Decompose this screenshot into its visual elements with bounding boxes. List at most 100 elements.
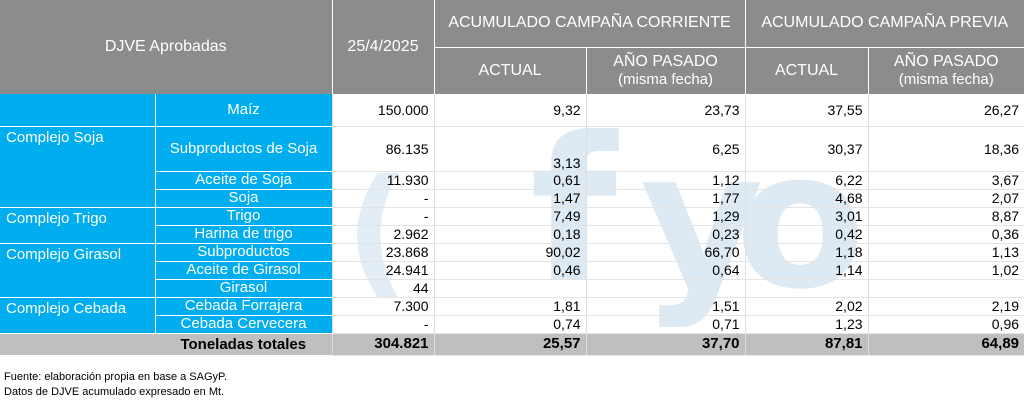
- totals-current-last-year: 37,70: [585, 333, 746, 356]
- previous-last-year-value: 1,13: [867, 243, 1024, 262]
- previous-campaign-header: ACUMULADO CAMPAÑA PREVIA: [744, 0, 1024, 47]
- product-label: Trigo: [154, 207, 333, 226]
- group-label-text: Complejo Trigo: [6, 209, 107, 227]
- table-row: Cebada Cervecera - 0,74 0,71 1,23 0,96: [0, 315, 1024, 334]
- product-label: Subproductos de Soja: [154, 126, 333, 172]
- previous-actual-value: 30,37: [744, 126, 869, 172]
- current-last-year-value: 66,70: [585, 243, 746, 262]
- previous-last-year-value: 1,02: [867, 261, 1024, 280]
- product-label: Cebada Forrajera: [154, 297, 333, 316]
- header-row-1: DJVE Aprobadas 25/4/2025 ACUMULADO CAMPA…: [0, 0, 1024, 94]
- group-label: Complejo Cebada: [0, 297, 155, 334]
- date-value: -: [331, 315, 435, 334]
- previous-last-year-value: 0,96: [867, 315, 1024, 334]
- previous-last-year-value: [867, 279, 1024, 298]
- current-last-year-value: 0,71: [585, 315, 746, 334]
- date-value: 44: [331, 279, 435, 298]
- previous-actual-value: [744, 279, 869, 298]
- current-last-year-value: 0,64: [585, 261, 746, 280]
- previous-actual-value: 1,23: [744, 315, 869, 334]
- current-actual-value: 1,47: [433, 189, 587, 208]
- last-year-line1: AÑO PASADO: [893, 53, 999, 71]
- totals-previous-last-year: 64,89: [867, 333, 1024, 356]
- table-row: Harina de trigo 2.962 0,18 0,23 0,42 0,3…: [0, 225, 1024, 244]
- previous-last-year-value: 8,87: [867, 207, 1024, 226]
- group-label: Complejo Trigo: [0, 207, 155, 244]
- product-label: Aceite de Girasol: [154, 261, 333, 280]
- group-label-text: Complejo Soja: [6, 128, 104, 146]
- previous-actual-value: 1,18: [744, 243, 869, 262]
- header-row-2: ACTUAL AÑO PASADO (misma fecha) ACTUAL A…: [0, 46, 1024, 94]
- units-note: Datos de DJVE acumulado expresado en Mt.: [4, 386, 225, 398]
- totals-label: Toneladas totales: [155, 333, 333, 355]
- previous-actual-value: 3,01: [744, 207, 869, 226]
- totals-previous-actual: 87,81: [744, 333, 869, 356]
- group-label-text: Complejo Girasol: [6, 245, 122, 263]
- totals-current-actual: 25,57: [433, 333, 587, 356]
- totals-blank-cell: [0, 333, 155, 355]
- current-actual-header: ACTUAL: [433, 46, 587, 94]
- current-actual-value: 0,18: [433, 225, 587, 244]
- table-row: Complejo Cebada Cebada Forrajera 7.300 1…: [0, 297, 1024, 334]
- current-actual-value: 90,02: [433, 243, 587, 262]
- last-year-line2: (misma fecha): [898, 71, 994, 89]
- date-header: 25/4/2025: [331, 0, 435, 94]
- current-last-year-value: 23,73: [585, 94, 746, 127]
- current-actual-value: 7,49: [433, 207, 587, 226]
- table-row: Maíz 150.000 9,32 23,73 37,55 26,27: [0, 94, 1024, 127]
- date-value: 23.868: [331, 243, 435, 262]
- product-label: Cebada Cervecera: [154, 315, 333, 334]
- previous-actual-value: 6,22: [744, 171, 869, 190]
- current-last-year-value: 1,29: [585, 207, 746, 226]
- previous-actual-value: 0,42: [744, 225, 869, 244]
- totals-row: Toneladas totales 304.821 25,57 37,70 87…: [0, 333, 1024, 356]
- current-last-year-value: [585, 279, 746, 298]
- group-label: Complejo Soja: [0, 126, 155, 208]
- current-actual-value: 0,74: [433, 315, 587, 334]
- current-actual-value: 9,32: [433, 94, 587, 127]
- table-row: Soja - 1,47 1,77 4,68 2,07: [0, 189, 1024, 208]
- product-label: Subproductos: [154, 243, 333, 262]
- previous-last-year-value: 18,36: [867, 126, 1024, 172]
- group-cell-empty: [0, 94, 155, 127]
- current-last-year-value: 6,25: [585, 126, 746, 172]
- table-title: DJVE Aprobadas: [0, 0, 333, 94]
- table-row: Complejo Soja Subproductos de Soja 86.13…: [0, 126, 1024, 208]
- previous-last-year-value: 26,27: [867, 94, 1024, 127]
- date-value: 11.930: [331, 171, 435, 190]
- group-label-text: Complejo Cebada: [6, 299, 127, 317]
- product-label: Aceite de Soja: [154, 171, 333, 190]
- table-row: Aceite de Soja 11.930 0,61 1,12 6,22 3,6…: [0, 171, 1024, 190]
- last-year-line2: (misma fecha): [618, 71, 714, 89]
- current-last-year-value: 1,12: [585, 171, 746, 190]
- current-last-year-value: 1,51: [585, 297, 746, 316]
- date-value: 24.941: [331, 261, 435, 280]
- product-label: Soja: [154, 189, 333, 208]
- previous-last-year-value: 2,19: [867, 297, 1024, 316]
- current-campaign-header: ACUMULADO CAMPAÑA CORRIENTE: [433, 0, 746, 47]
- previous-last-year-value: 0,36: [867, 225, 1024, 244]
- product-label: Maíz: [154, 94, 333, 127]
- table-row: Girasol 44: [0, 279, 1024, 298]
- totals-date-value: 304.821: [331, 333, 435, 356]
- previous-actual-value: 2,02: [744, 297, 869, 316]
- date-value: -: [331, 207, 435, 226]
- djve-table: DJVE Aprobadas 25/4/2025 ACUMULADO CAMPA…: [0, 0, 1024, 356]
- product-label: Harina de trigo: [154, 225, 333, 244]
- table-row: Complejo Girasol Subproductos 23.868 90,…: [0, 243, 1024, 298]
- date-value: 86.135: [331, 126, 435, 172]
- current-actual-value: 0,46: [433, 261, 587, 280]
- group-label: Complejo Girasol: [0, 243, 155, 298]
- source-note: Fuente: elaboración propia en base a SAG…: [4, 371, 228, 383]
- product-label: Girasol: [154, 279, 333, 298]
- current-actual-value: [433, 279, 587, 298]
- current-last-year-value: 0,23: [585, 225, 746, 244]
- current-actual-value: 1,81: [433, 297, 587, 316]
- previous-actual-value: 1,14: [744, 261, 869, 280]
- previous-actual-header: ACTUAL: [744, 46, 869, 94]
- table-row: Complejo Trigo Trigo - 7,49 1,29 3,01 8,…: [0, 207, 1024, 244]
- previous-last-year-value: 3,67: [867, 171, 1024, 190]
- current-last-year-header: AÑO PASADO (misma fecha): [585, 46, 746, 94]
- previous-actual-value: 37,55: [744, 94, 869, 127]
